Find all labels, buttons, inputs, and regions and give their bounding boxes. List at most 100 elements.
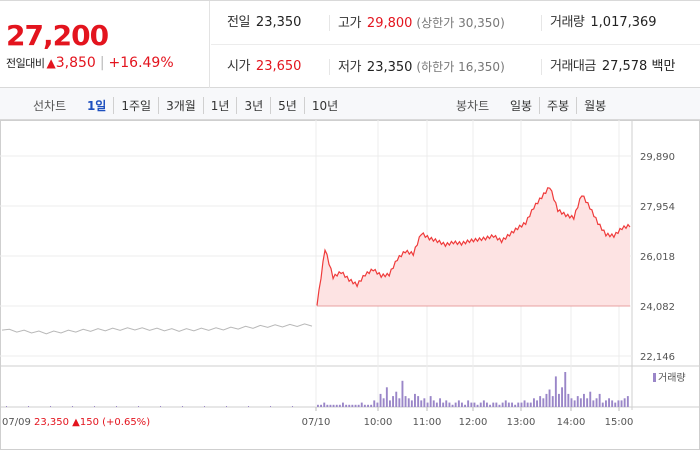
x-tick-label: 15:00	[605, 417, 634, 428]
trade-amount: 거래대금 27,578 백만	[541, 59, 675, 75]
volume-bar	[504, 400, 507, 407]
volume-bar	[182, 406, 183, 407]
tab-line-3[interactable]: 1년	[202, 97, 237, 114]
high-value: 29,800	[366, 16, 413, 31]
volume-bar	[601, 402, 604, 407]
volume-bar	[432, 400, 435, 407]
volume-bar	[583, 393, 585, 407]
volume-bar	[529, 402, 532, 407]
volume-bar	[407, 398, 410, 408]
volume-bar	[482, 400, 485, 407]
volume-bar	[501, 402, 504, 407]
volume-bar	[138, 406, 139, 407]
volume-bar	[367, 404, 369, 407]
volume-bar	[489, 404, 491, 407]
price-area-fill	[317, 187, 630, 306]
candle-chart-tabs: 봉차트 일봉 주봉 월봉	[456, 97, 613, 114]
tab-line-0[interactable]: 1일	[86, 99, 107, 113]
volume-bar	[28, 406, 29, 407]
tab-candle-0[interactable]: 일봉	[509, 99, 533, 113]
x-tick-label: 07/09	[2, 417, 31, 428]
tab-line-6[interactable]: 10년	[303, 97, 345, 114]
volume-bar	[507, 402, 510, 407]
volume-legend-label: 거래량	[658, 372, 686, 384]
change-amount: 3,850	[55, 55, 96, 71]
volume-bar	[435, 402, 438, 407]
amount-label: 거래대금	[550, 59, 596, 74]
volume-bar	[464, 404, 466, 407]
high-price: 고가 29,800 (상한가 30,350)	[329, 15, 505, 31]
volume: 거래량 1,017,369	[541, 15, 657, 31]
volume-bar	[476, 404, 479, 407]
volume-bar	[226, 406, 227, 407]
volume-bar	[626, 396, 629, 407]
volume-bar	[526, 402, 529, 407]
volume-bar	[332, 404, 335, 407]
volume-bar	[389, 400, 391, 407]
volume-bar	[439, 398, 441, 408]
line-chart-label: 선차트	[33, 99, 67, 113]
quote-panel: 27,200 전일대비 ▲3,850 | +16.49% 전일 23,350 고가 29,…	[0, 0, 700, 88]
volume-bar	[479, 402, 482, 407]
prev-close-value: 23,350	[255, 15, 302, 30]
volume-bar	[492, 402, 495, 407]
tab-candle-1[interactable]: 주봉	[539, 97, 576, 114]
volume-bar	[473, 402, 476, 407]
current-price: 27,200	[6, 19, 109, 52]
volume-bar	[373, 400, 376, 407]
lower-limit-label: 하한가	[421, 60, 455, 74]
amount-unit: 백만	[651, 59, 676, 74]
prev-close: 전일 23,350	[227, 1, 301, 45]
tab-candle-2[interactable]: 월봉	[576, 97, 613, 114]
up-arrow-icon: ▲	[46, 56, 56, 70]
volume-bar	[448, 402, 451, 407]
volume-bar	[248, 406, 249, 407]
tab-line-1[interactable]: 1주일	[113, 97, 158, 114]
volume-bar	[461, 402, 463, 407]
volume-bar	[348, 404, 351, 407]
volume-bar	[292, 406, 293, 407]
volume-bar	[467, 400, 470, 407]
x-tick-label: 12:00	[459, 417, 488, 428]
prev-price: 23,350	[34, 417, 72, 428]
volume-bar	[338, 404, 341, 407]
volume-bar	[354, 404, 357, 407]
line-chart-tabs: 선차트 1일 1주일 3개월 1년 3년 5년 10년	[33, 97, 345, 114]
tab-line-5[interactable]: 5년	[270, 97, 304, 114]
volume-bar	[370, 404, 373, 407]
volume-bar	[426, 402, 429, 407]
volume-bar	[595, 398, 598, 408]
volume-bar	[404, 396, 407, 407]
volume-bar	[94, 406, 95, 407]
y-tick-label: 26,018	[640, 252, 675, 263]
y-tick-label: 27,954	[640, 202, 675, 213]
volume-value: 1,017,369	[590, 15, 657, 30]
info-row-2: 시가 23,650 저가 23,350 (하한가 16,350) 거래대금 27,578…	[211, 45, 700, 89]
volume-bar	[573, 400, 576, 407]
volume-bar	[392, 396, 394, 407]
y-tick-label: 22,146	[640, 352, 675, 363]
volume-bar	[317, 404, 319, 407]
volume-bar	[514, 404, 517, 407]
volume-bar	[423, 398, 426, 408]
volume-bar	[579, 398, 582, 408]
volume-bar	[454, 402, 457, 407]
tab-line-2[interactable]: 3개월	[158, 97, 203, 114]
upper-limit: (상한가 30,350)	[416, 16, 505, 30]
volume-bar	[204, 406, 205, 407]
volume-bar	[614, 402, 617, 407]
volume-bar	[329, 404, 332, 407]
low-label: 저가	[338, 60, 361, 75]
prev-close-label: 전일	[227, 15, 250, 30]
volume-bar	[72, 406, 73, 407]
prev-day-line	[1, 323, 313, 335]
volume-bar	[623, 398, 626, 408]
volume-bar	[357, 404, 360, 407]
volume-bar	[617, 400, 620, 407]
change-label: 전일대비	[6, 57, 45, 70]
volume-bar	[536, 400, 538, 407]
volume-bar	[414, 393, 416, 407]
open-label: 시가	[227, 59, 250, 74]
tab-line-4[interactable]: 3년	[236, 97, 270, 114]
volume-bar	[116, 406, 117, 407]
